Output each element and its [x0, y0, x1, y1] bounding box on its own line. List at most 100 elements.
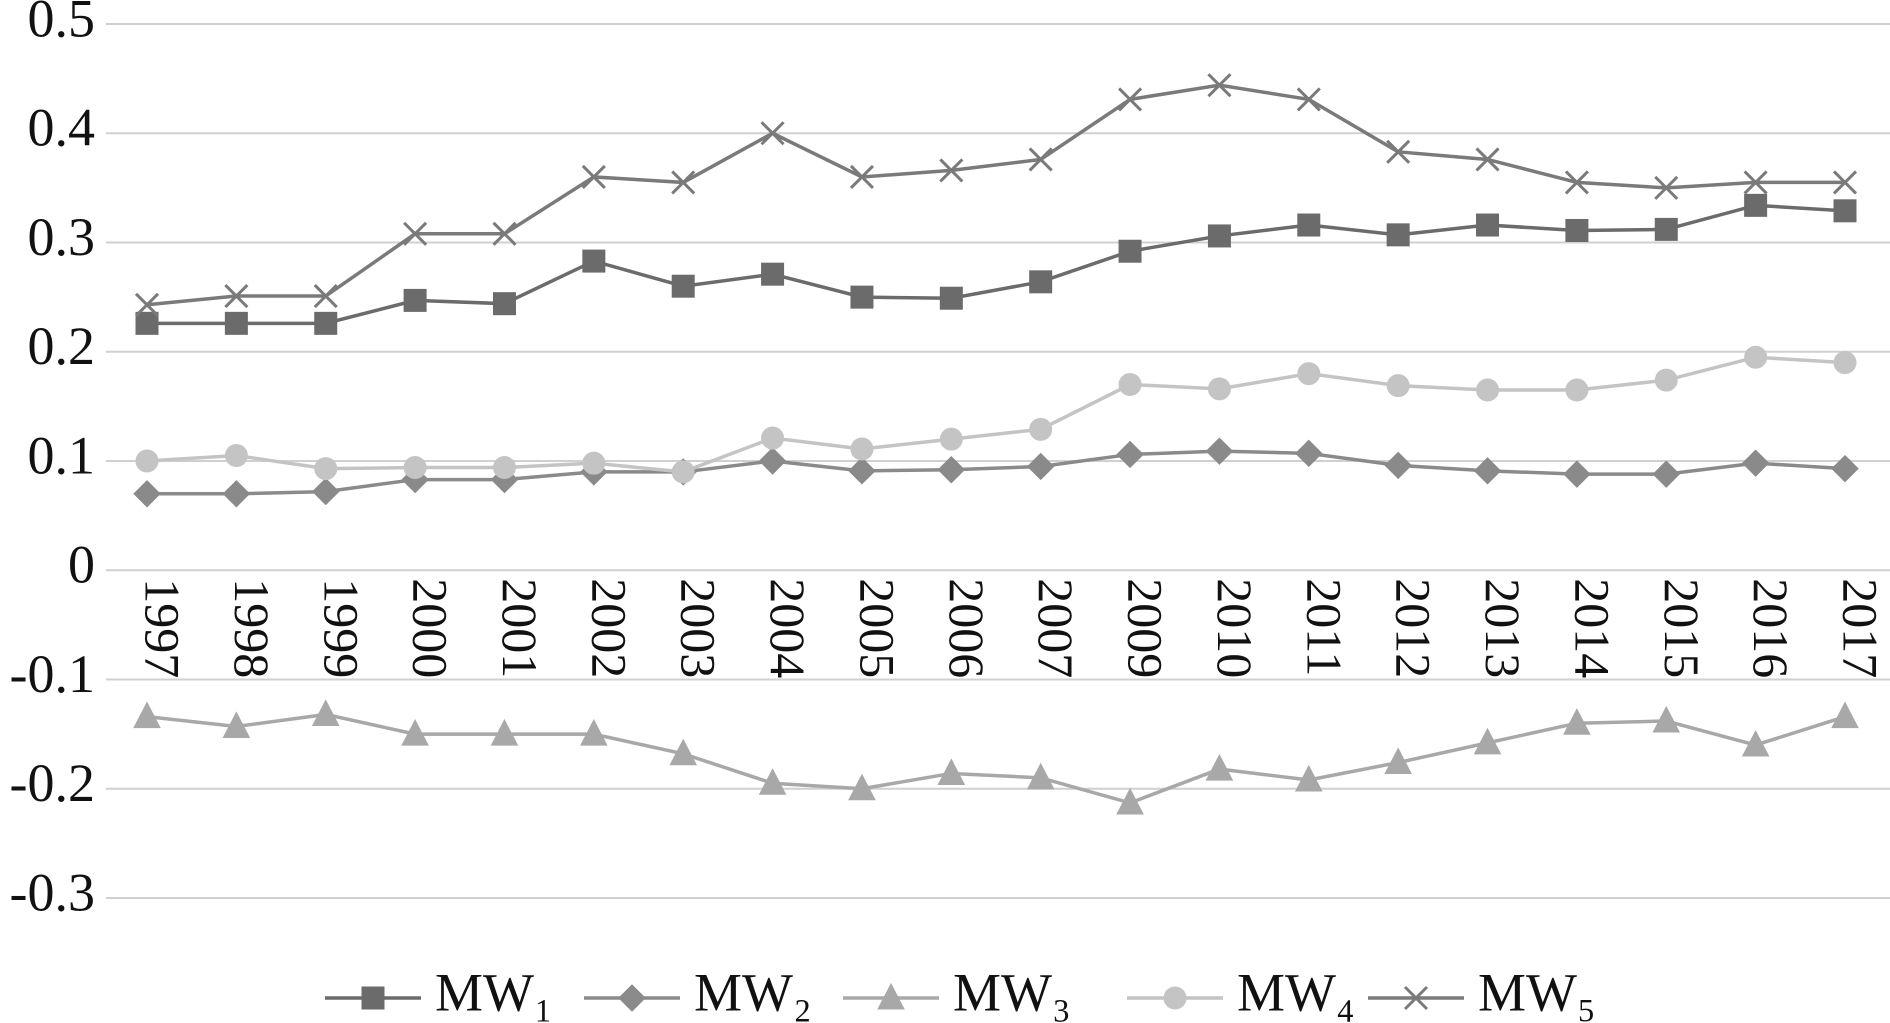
marker: [1654, 175, 1679, 200]
marker: [582, 249, 606, 273]
marker: [1117, 87, 1143, 112]
marker: [311, 699, 340, 726]
y-tick-label: 0.4: [28, 98, 96, 158]
series-line: [147, 449, 1846, 496]
x-tick-label: 2014: [1564, 578, 1620, 678]
legend-label: MW₁: [435, 962, 553, 1022]
y-tick-label: 0.3: [28, 207, 96, 267]
marker: [580, 719, 608, 746]
y-tick-label: -0.3: [10, 862, 95, 922]
marker: [1831, 454, 1859, 483]
marker: [1205, 437, 1234, 465]
x-tick-label: 2003: [671, 578, 727, 678]
series: [135, 193, 1857, 335]
legend-item: MW₁: [325, 962, 553, 1022]
marker: [939, 427, 963, 451]
marker: [582, 451, 606, 475]
marker: [1118, 239, 1142, 263]
marker: [669, 738, 698, 766]
marker: [758, 768, 787, 795]
marker: [1652, 460, 1680, 488]
marker: [134, 292, 160, 317]
x-tick-label: 1998: [224, 578, 280, 678]
legend-label: MW₃: [953, 962, 1071, 1022]
marker: [849, 164, 875, 190]
marker: [401, 719, 429, 746]
marker: [492, 456, 516, 480]
marker: [1116, 440, 1144, 469]
marker: [1384, 747, 1412, 775]
marker: [1029, 270, 1053, 294]
marker: [1384, 451, 1412, 480]
marker: [224, 283, 249, 309]
marker: [1565, 218, 1589, 242]
legend-item: MW₂: [584, 962, 812, 1022]
marker: [761, 262, 785, 286]
marker: [1476, 213, 1500, 237]
legend-item: MW₃: [843, 962, 1071, 1022]
x-tick-label: 1999: [313, 578, 369, 678]
series-line: [146, 355, 1846, 474]
marker: [133, 701, 161, 729]
marker: [224, 311, 248, 335]
marker: [850, 437, 874, 461]
marker: [133, 480, 161, 508]
marker: [1831, 701, 1859, 729]
x-tick-label: 2012: [1386, 578, 1442, 678]
y-tick-label: 0.2: [28, 316, 96, 376]
marker: [1207, 377, 1231, 401]
marker: [877, 982, 905, 1010]
marker: [939, 158, 964, 183]
marker: [939, 286, 963, 310]
marker: [937, 456, 966, 484]
marker: [1741, 449, 1770, 477]
marker: [1296, 87, 1321, 112]
x-tick-label: 2000: [403, 578, 459, 678]
marker: [492, 221, 517, 246]
marker: [1026, 452, 1055, 481]
marker: [1163, 986, 1187, 1010]
marker: [1118, 373, 1142, 397]
marker: [1654, 368, 1678, 392]
marker: [1563, 460, 1591, 488]
marker: [850, 285, 874, 309]
series-line: [146, 83, 1845, 307]
marker: [1207, 224, 1231, 248]
marker: [314, 311, 338, 335]
marker: [1473, 727, 1502, 755]
x-tick-label: 2004: [760, 578, 816, 678]
marker: [1205, 754, 1234, 781]
y-tick-label: -0.2: [10, 753, 95, 813]
y-tick-label: 0: [68, 535, 95, 595]
marker: [1403, 985, 1429, 1011]
marker: [1386, 139, 1411, 164]
marker: [1832, 170, 1858, 195]
marker: [403, 221, 428, 246]
x-tick-label: 2007: [1028, 578, 1084, 678]
marker: [671, 170, 696, 195]
marker: [313, 283, 338, 309]
marker: [937, 758, 966, 785]
marker: [361, 986, 385, 1010]
marker: [403, 456, 427, 480]
marker: [761, 426, 785, 450]
y-tick-label: 0.5: [28, 0, 96, 48]
series: [135, 345, 1857, 484]
marker: [1833, 199, 1857, 223]
series: [134, 73, 1858, 317]
marker: [1116, 787, 1144, 815]
legend-item: MW₅: [1368, 962, 1596, 1022]
marker: [224, 444, 248, 468]
marker: [1297, 362, 1321, 386]
x-tick-label: 2011: [1296, 578, 1352, 676]
marker: [1207, 73, 1232, 98]
marker: [314, 457, 338, 481]
series-line: [146, 712, 1846, 805]
x-tick-label: 2016: [1743, 578, 1799, 678]
x-tick-label: 2005: [849, 578, 905, 678]
x-tick-label: 1997: [135, 578, 191, 678]
marker: [1652, 705, 1681, 733]
x-tick-label: 2006: [939, 578, 995, 678]
marker: [1833, 351, 1857, 375]
